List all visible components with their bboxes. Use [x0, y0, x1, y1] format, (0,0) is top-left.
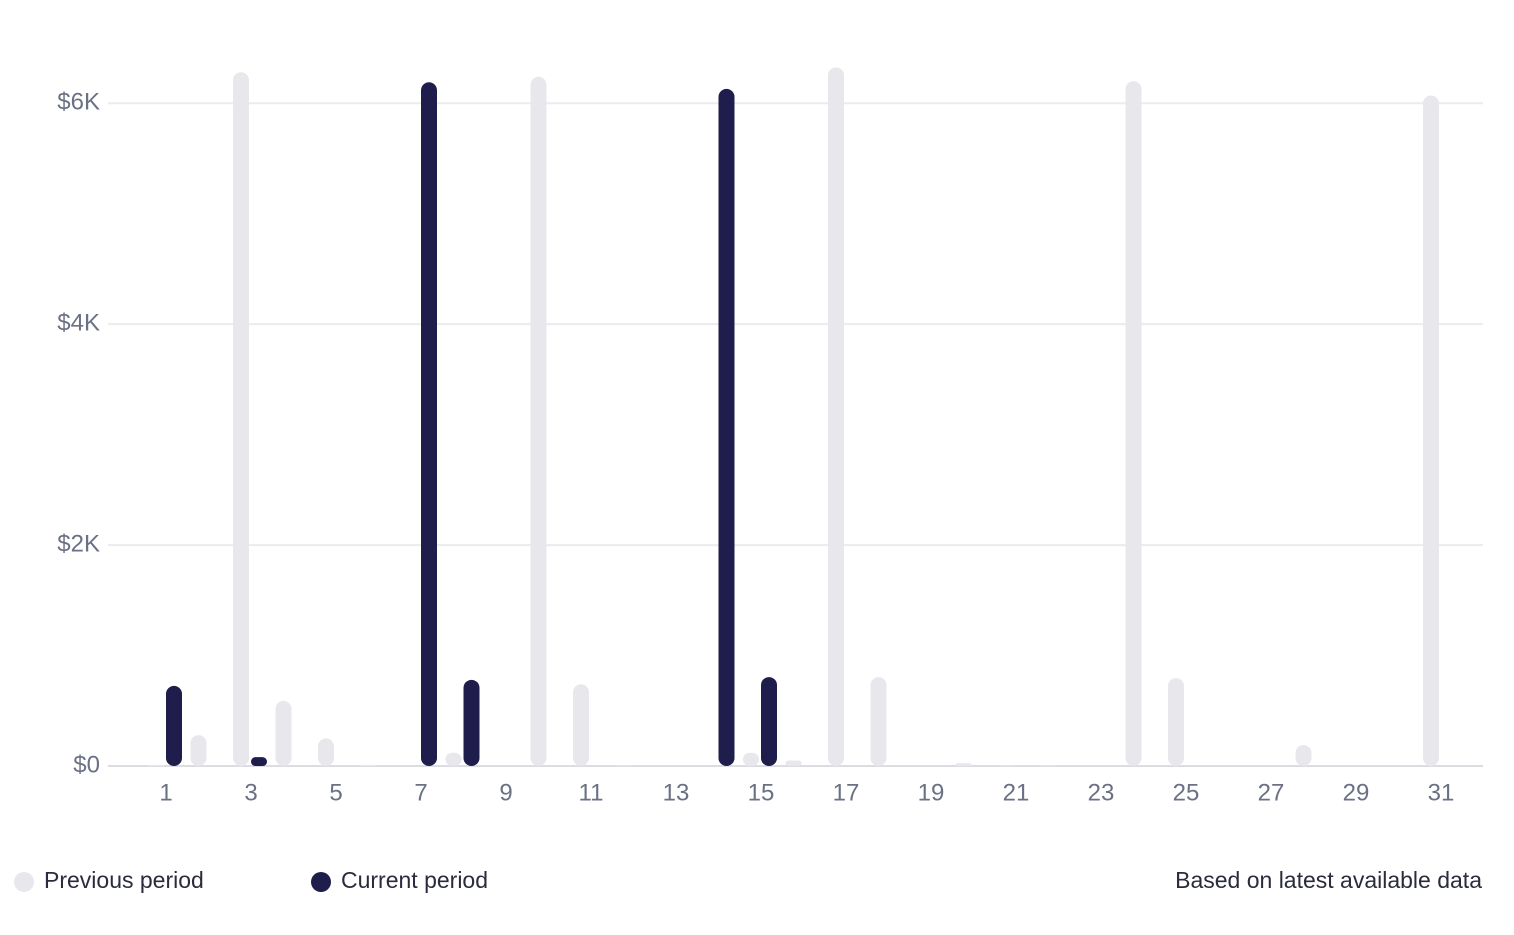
- bar: [318, 738, 334, 766]
- bar: [743, 752, 759, 766]
- legend-label: Previous period: [44, 867, 204, 893]
- bar: [870, 677, 887, 766]
- legend-swatch: [311, 872, 331, 892]
- note: Based on latest available data: [1175, 867, 1482, 893]
- bar: [1423, 95, 1439, 766]
- bar: [785, 760, 802, 766]
- x-tick-label: 17: [833, 779, 860, 806]
- bar: [998, 765, 1014, 766]
- bar: [166, 685, 182, 766]
- x-tick-label: 29: [1343, 779, 1370, 806]
- legend-swatch: [14, 872, 34, 892]
- bar: [463, 679, 480, 766]
- bar: [190, 735, 207, 766]
- bar: [1125, 81, 1142, 767]
- bar: [233, 72, 249, 767]
- x-tick-label: 31: [1428, 779, 1455, 806]
- bar: [955, 763, 972, 766]
- x-tick-label: 3: [244, 779, 257, 806]
- bar: [828, 67, 844, 767]
- bar: [360, 764, 377, 766]
- legend: Previous period Current period: [14, 867, 488, 893]
- y-tick-label: $6K: [57, 89, 100, 116]
- x-tick-label: 21: [1003, 779, 1030, 806]
- y-tick-label: $2K: [57, 530, 100, 557]
- bar: [1168, 678, 1184, 766]
- x-tick-label: 27: [1258, 779, 1285, 806]
- bar: [148, 764, 164, 766]
- x-tick-label: 1: [159, 779, 172, 806]
- x-tick-label: 13: [663, 779, 690, 806]
- x-tick-label: 19: [918, 779, 945, 806]
- bar: [251, 757, 267, 766]
- x-tick-label: 23: [1088, 779, 1115, 806]
- bar: [1295, 745, 1312, 766]
- y-tick-label: $0: [73, 751, 100, 778]
- bar: [761, 677, 777, 766]
- bar: [530, 76, 547, 767]
- x-tick-label: 15: [748, 779, 775, 806]
- y-tick-label: $4K: [57, 309, 100, 336]
- x-tick-label: 7: [414, 779, 427, 806]
- bar: [615, 765, 632, 766]
- bar: [1040, 765, 1057, 766]
- bar: [445, 752, 462, 766]
- x-tick-label: 5: [329, 779, 342, 806]
- bar: [718, 88, 735, 766]
- legend-label: Current period: [341, 867, 488, 893]
- x-tick-label: 9: [499, 779, 512, 806]
- x-tick-label: 25: [1173, 779, 1200, 806]
- bar: [421, 82, 437, 766]
- x-tick-label: 11: [579, 779, 604, 806]
- bar: [275, 700, 292, 766]
- bar: [573, 684, 589, 766]
